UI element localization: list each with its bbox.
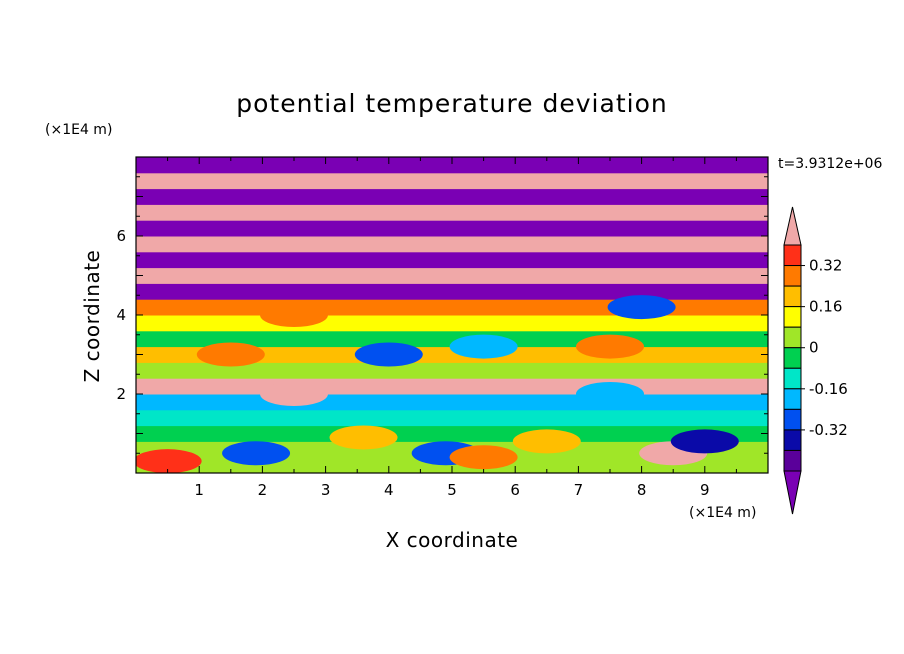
x-tick-label: 2: [258, 481, 268, 499]
colorbar-label: -0.16: [809, 380, 848, 398]
field-cell-14: [260, 303, 328, 327]
x-tick-label: 7: [574, 481, 584, 499]
x-axis-unit: (×1E4 m): [689, 505, 756, 521]
colorbar-swatch: [783, 347, 802, 369]
colorbar-swatch: [783, 306, 802, 328]
field-band-13: [136, 251, 768, 269]
field-cell-6: [512, 429, 581, 454]
field-cell-5: [670, 429, 739, 454]
field-band-12: [136, 267, 768, 284]
y-tick-label: 4: [116, 306, 126, 324]
field-cell-15: [607, 295, 676, 320]
x-tick-label: 5: [447, 481, 457, 499]
field-cell-10: [196, 342, 265, 367]
field-cell-8: [260, 382, 328, 406]
colorbar-swatch: [783, 429, 802, 451]
x-tick-label: 1: [194, 481, 204, 499]
y-axis-label: Z coordinate: [80, 250, 104, 383]
y-axis-ticks: 2 4 6: [116, 156, 768, 474]
colorbar-swatch: [783, 265, 802, 287]
contour-field: [136, 157, 768, 473]
colorbar-swatch: [783, 326, 802, 349]
x-tick-label: 9: [700, 481, 710, 499]
colorbar-swatch: [783, 244, 802, 267]
colorbar-swatch: [783, 449, 802, 472]
field-band-3: [136, 409, 768, 427]
colorbar-label: 0.32: [809, 257, 842, 275]
y-tick-label: 6: [116, 227, 126, 245]
colorbar-label: 0.16: [809, 298, 842, 316]
field-band-16: [136, 204, 768, 221]
field-band-9: [136, 315, 768, 332]
colorbar-label: 0: [809, 339, 819, 357]
field-cell-1: [222, 441, 291, 466]
field-cell-3: [449, 445, 518, 470]
x-tick-label: 6: [510, 481, 520, 499]
colorbar-swatch: [783, 285, 802, 308]
colorbar-upper-triangle: [783, 206, 802, 246]
field-band-19: [136, 157, 768, 174]
field-cell-11: [354, 342, 423, 367]
time-label: t=3.9312e+06: [778, 156, 882, 172]
plot-area: 1 2 3 4 5 6 7 8 9 2 4 6: [116, 156, 769, 499]
field-band-4: [136, 394, 768, 411]
field-cell-9: [576, 382, 644, 406]
field-cell-13: [576, 334, 644, 359]
x-tick-label: 3: [321, 481, 331, 499]
x-axis-label: X coordinate: [386, 528, 519, 552]
field-band-17: [136, 188, 768, 205]
chart-title: potential temperature deviation: [236, 89, 667, 118]
colorbar-lower-triangle: [783, 470, 802, 515]
colorbar-swatch: [783, 367, 802, 390]
x-tick-label: 4: [384, 481, 394, 499]
field-cell-0: [136, 449, 202, 473]
y-axis-unit: (×1E4 m): [45, 122, 112, 138]
colorbar-swatch: [783, 388, 802, 410]
field-band-15: [136, 220, 768, 237]
colorbar: 0.32 0.16 0 -0.16 -0.32: [783, 206, 848, 515]
x-tick-label: 8: [637, 481, 647, 499]
y-tick-label: 2: [116, 385, 126, 403]
colorbar-swatch: [783, 408, 802, 431]
field-band-11: [136, 283, 768, 300]
x-axis-ticks: 1 2 3 4 5 6 7 8 9: [135, 157, 769, 499]
field-cell-7: [329, 425, 398, 450]
field-cell-12: [449, 334, 518, 359]
field-band-6: [136, 362, 768, 379]
field-band-2: [136, 425, 768, 442]
colorbar-label: -0.32: [809, 421, 848, 439]
field-band-14: [136, 236, 768, 253]
field-band-18: [136, 172, 768, 190]
field-band-5: [136, 378, 768, 395]
